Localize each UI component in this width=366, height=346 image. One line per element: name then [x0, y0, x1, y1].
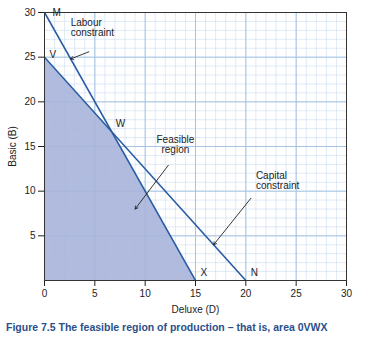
svg-text:Deluxe (D): Deluxe (D) [172, 304, 220, 315]
svg-text:M: M [53, 7, 61, 18]
svg-text:Labourconstraint: Labourconstraint [71, 17, 115, 38]
svg-text:15: 15 [190, 288, 202, 299]
svg-text:25: 25 [24, 51, 36, 62]
svg-text:V: V [50, 49, 57, 60]
svg-text:10: 10 [140, 288, 152, 299]
html-text:Figure 7.5 The feasible region: Figure 7.5 The feasible region of produc… [6, 321, 328, 333]
svg-text:5: 5 [30, 230, 36, 241]
svg-text:20: 20 [24, 96, 36, 107]
svg-text:N: N [251, 267, 258, 278]
svg-text:20: 20 [240, 288, 252, 299]
svg-text:30: 30 [341, 288, 353, 299]
svg-text:W: W [116, 118, 126, 129]
svg-text:0: 0 [42, 288, 48, 299]
svg-text:15: 15 [24, 141, 36, 152]
svg-text:25: 25 [291, 288, 303, 299]
svg-text:Capitalconstraint: Capitalconstraint [256, 170, 300, 191]
svg-text:X: X [201, 267, 208, 278]
svg-text:10: 10 [24, 185, 36, 196]
svg-text:5: 5 [92, 288, 98, 299]
svg-text:Basic (B): Basic (B) [7, 126, 18, 167]
svg-text:30: 30 [24, 7, 36, 18]
svg-text:Feasibleregion: Feasibleregion [156, 134, 194, 155]
